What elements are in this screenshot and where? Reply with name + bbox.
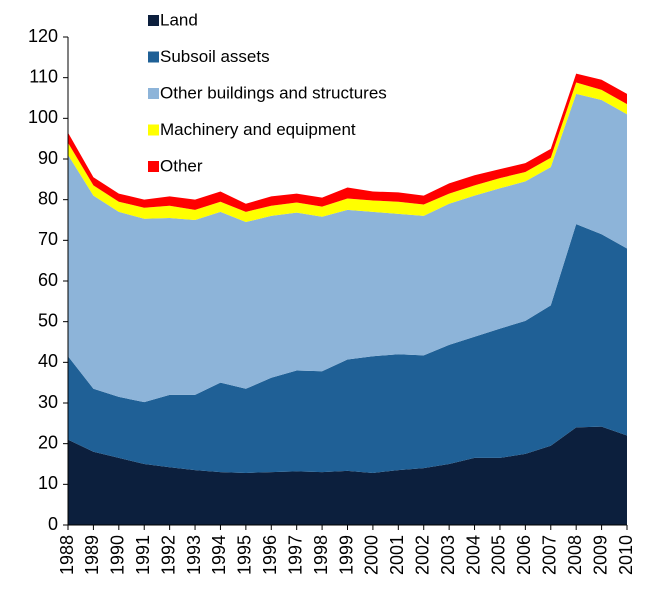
x-tick-label: 2007 (540, 535, 560, 575)
legend-label: Other (160, 156, 203, 175)
y-tick-label: 30 (38, 392, 58, 412)
x-tick-label: 1995 (235, 535, 255, 575)
x-tick-label: 2001 (387, 535, 407, 575)
x-tick-label: 2000 (362, 535, 382, 575)
y-tick-label: 120 (28, 26, 58, 46)
y-tick-label: 100 (28, 107, 58, 127)
y-tick-label: 50 (38, 310, 58, 330)
x-tick-label: 2010 (616, 535, 636, 575)
area (68, 73, 627, 212)
x-tick-label: 2002 (412, 535, 432, 575)
legend-swatch (148, 15, 159, 26)
area (68, 93, 627, 403)
legend-swatch (148, 88, 159, 99)
y-tick-label: 110 (29, 66, 58, 86)
x-tick-label: 2004 (463, 535, 483, 575)
x-tick-label: 2008 (565, 535, 585, 575)
x-tick-label: 1997 (285, 535, 305, 575)
x-tick-label: 1999 (336, 535, 356, 575)
x-tick-label: 1989 (82, 535, 102, 575)
legend-swatch (148, 51, 159, 63)
y-tick-label: 20 (38, 432, 58, 452)
y-tick-label: 0 (48, 514, 58, 534)
y-tick-label: 10 (38, 473, 58, 493)
x-tick-label: 2006 (514, 535, 534, 575)
legend-swatch (148, 124, 159, 136)
x-tick-label: 2005 (489, 535, 509, 575)
x-tick-label: 1990 (108, 535, 128, 575)
area (68, 82, 627, 223)
x-tick-label: 1996 (260, 535, 280, 575)
y-tick-label: 70 (38, 229, 58, 249)
x-tick-label: 1994 (209, 535, 229, 575)
legend-label: Land (160, 10, 198, 29)
y-tick-label: 60 (38, 270, 58, 290)
x-tick-label: 1988 (57, 535, 77, 575)
legend-label: Subsoil assets (160, 47, 270, 66)
legend-label: Other buildings and structures (160, 83, 387, 102)
x-tick-label: 2009 (590, 535, 610, 575)
legend-swatch (148, 161, 159, 172)
area (68, 426, 627, 525)
legend-label: Machinery and equipment (160, 120, 356, 139)
x-tick-label: 1991 (133, 535, 153, 575)
y-tick-label: 90 (38, 148, 58, 168)
y-tick-label: 40 (38, 351, 58, 371)
area (68, 224, 627, 473)
y-tick-label: 80 (38, 188, 58, 208)
x-tick-label: 1998 (311, 535, 331, 575)
x-tick-label: 1992 (158, 535, 178, 575)
x-tick-label: 2003 (438, 535, 458, 575)
x-tick-label: 1993 (184, 535, 204, 575)
